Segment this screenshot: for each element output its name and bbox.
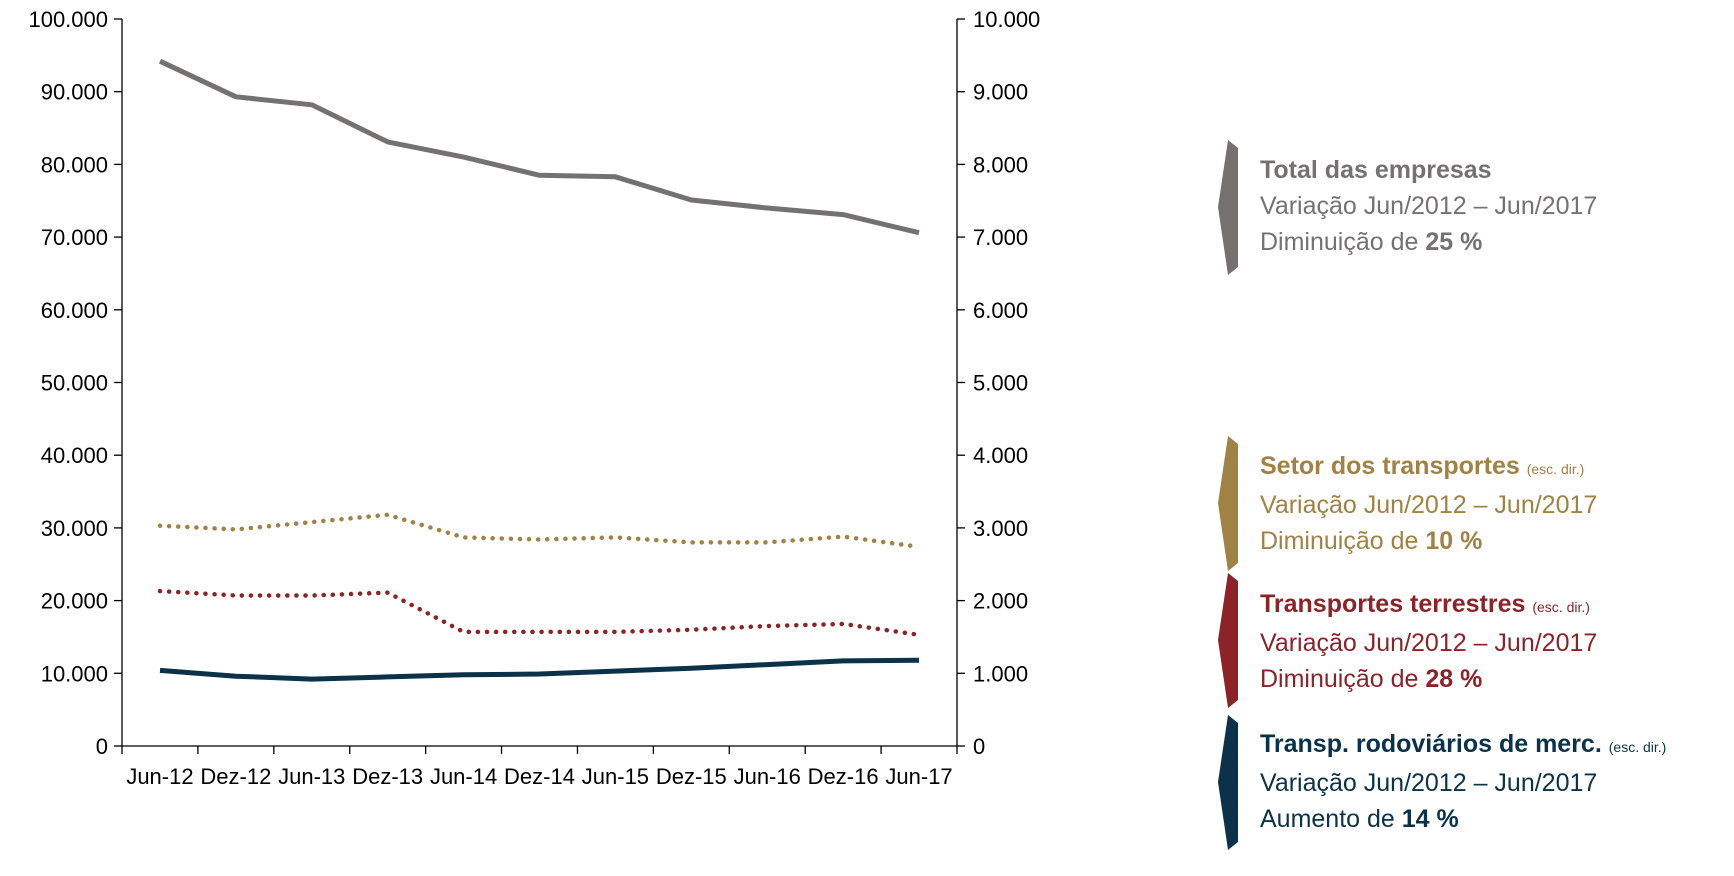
chart-series	[157, 58, 922, 682]
legend-arrow-total	[1218, 140, 1238, 275]
legend-note: (esc. dir.)	[1608, 739, 1667, 755]
legend-change-value: 25 %	[1425, 228, 1483, 256]
y-right-tick-label: 5.000	[973, 371, 1028, 396]
x-tick-label: Jun-13	[278, 764, 345, 789]
y-left-tick-label: 90.000	[41, 80, 108, 105]
x-tick-label: Jun-17	[885, 764, 952, 789]
legend-marker-rodoviarios	[1216, 715, 1238, 855]
y-left-tick-label: 20.000	[41, 589, 108, 614]
y-right-tick-label: 4.000	[973, 443, 1028, 468]
legend-total: Total das empresas Variação Jun/2012 – J…	[1260, 152, 1597, 260]
x-tick-label: Jun-14	[430, 764, 497, 789]
legend-change-value: 10 %	[1425, 527, 1483, 555]
legend-change-label: Diminuição de	[1260, 527, 1426, 555]
legend-change-value: 28 %	[1425, 665, 1483, 693]
series-line-0	[158, 58, 920, 236]
y-right-tick-label: 3.000	[973, 516, 1028, 541]
y-right-tick-label: 6.000	[973, 298, 1028, 323]
x-tick-label: Dez-16	[808, 764, 879, 789]
x-tick-label: Jun-12	[126, 764, 193, 789]
legend-change-value: 14 %	[1401, 805, 1459, 833]
y-left-tick-label: 70.000	[41, 225, 108, 250]
legend-variation: Variação Jun/2012 – Jun/2017	[1260, 192, 1598, 220]
y-right-tick-label: 1.000	[973, 661, 1028, 686]
y-left-tick-label: 60.000	[41, 298, 108, 323]
y-left-tick-label: 0	[96, 734, 108, 759]
series-line-2	[157, 588, 922, 638]
y-left-tick-label: 100.000	[28, 7, 108, 32]
legend-note: (esc. dir.)	[1532, 599, 1590, 615]
legend-marker-terrestres	[1216, 573, 1238, 713]
y-right-tick-label: 9.000	[973, 80, 1028, 105]
y-right-tick-label: 2.000	[973, 589, 1028, 614]
legend-title: Total das empresas	[1260, 156, 1492, 184]
legend-note: (esc. dir.)	[1526, 461, 1585, 477]
y-left-tick-label: 50.000	[41, 371, 108, 396]
chart-axes: 0 10.000 20.000 30.000 40.000 50.000 60.000 70.…	[28, 7, 1040, 789]
legend-arrow-setor	[1218, 436, 1238, 571]
y-right-tick-label: 8.000	[973, 152, 1028, 177]
x-tick-label: Jun-16	[734, 764, 801, 789]
x-tick-label: Jun-15	[582, 764, 649, 789]
legend-arrow-rodoviarios	[1218, 715, 1238, 850]
y-left-tick-label: 10.000	[41, 661, 108, 686]
legend-marker-setor	[1216, 436, 1238, 576]
y-right-tick-label: 10.000	[973, 7, 1040, 32]
y-left-tick-label: 80.000	[41, 152, 108, 177]
y-right-tick-label: 0	[973, 734, 985, 759]
legend-arrow-terrestres	[1218, 573, 1238, 708]
series-line-1	[157, 512, 922, 550]
legend-terrestres: Transportes terrestres (esc. dir.) Varia…	[1260, 586, 1597, 697]
legend-variation: Variação Jun/2012 – Jun/2017	[1260, 769, 1598, 797]
x-tick-label: Dez-15	[656, 764, 727, 789]
legend-change-label: Diminuição de	[1260, 228, 1426, 256]
series-line-3	[159, 657, 920, 682]
legend-rodoviarios: Transp. rodoviários de merc. (esc. dir.)…	[1260, 726, 1666, 837]
legend-variation: Variação Jun/2012 – Jun/2017	[1260, 629, 1598, 657]
legend-title: Setor dos transportes	[1260, 452, 1520, 480]
legend-variation: Variação Jun/2012 – Jun/2017	[1260, 491, 1598, 519]
legend-title: Transp. rodoviários de merc.	[1260, 730, 1602, 758]
x-tick-label: Dez-13	[352, 764, 423, 789]
y-right-tick-label: 7.000	[973, 225, 1028, 250]
y-left-tick-label: 40.000	[41, 443, 108, 468]
legend-marker-total	[1216, 140, 1238, 280]
x-tick-label: Dez-12	[200, 764, 271, 789]
x-tick-label: Dez-14	[504, 764, 575, 789]
legend-setor: Setor dos transportes (esc. dir.) Variaç…	[1260, 448, 1597, 559]
legend-change-label: Aumento de	[1260, 805, 1402, 833]
legend-title: Transportes terrestres	[1260, 590, 1526, 618]
y-left-tick-label: 30.000	[41, 516, 108, 541]
legend-change-label: Diminuição de	[1260, 665, 1426, 693]
